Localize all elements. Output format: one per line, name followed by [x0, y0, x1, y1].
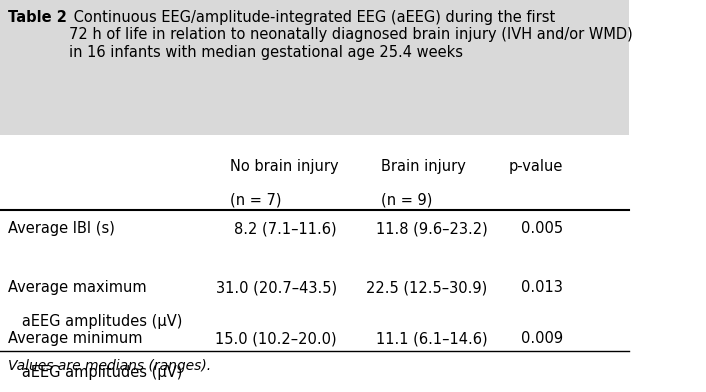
Text: (n = 7): (n = 7)	[229, 192, 281, 207]
Text: 0.005: 0.005	[521, 221, 563, 236]
Text: Average IBI (s): Average IBI (s)	[8, 221, 114, 236]
Text: (n = 9): (n = 9)	[381, 192, 432, 207]
Text: aEEG amplitudes (μV): aEEG amplitudes (μV)	[8, 314, 182, 328]
Text: 15.0 (10.2–20.0): 15.0 (10.2–20.0)	[215, 331, 337, 346]
Text: 0.009: 0.009	[521, 331, 563, 346]
Text: Continuous EEG/amplitude-integrated EEG (aEEG) during the first
72 h of life in : Continuous EEG/amplitude-integrated EEG …	[69, 10, 633, 60]
Text: 11.1 (6.1–14.6): 11.1 (6.1–14.6)	[376, 331, 488, 346]
Text: No brain injury: No brain injury	[229, 159, 338, 174]
Text: 31.0 (20.7–43.5): 31.0 (20.7–43.5)	[215, 280, 337, 295]
Text: p-value: p-value	[509, 159, 563, 174]
Text: Table 2: Table 2	[8, 10, 66, 25]
Text: Values are medians (ranges).: Values are medians (ranges).	[8, 359, 210, 373]
Text: Average maximum: Average maximum	[8, 280, 146, 295]
Text: 22.5 (12.5–30.9): 22.5 (12.5–30.9)	[366, 280, 488, 295]
Text: Average minimum: Average minimum	[8, 331, 142, 346]
FancyBboxPatch shape	[0, 0, 629, 135]
Text: aEEG amplitudes (μV): aEEG amplitudes (μV)	[8, 365, 182, 379]
Text: Brain injury: Brain injury	[381, 159, 465, 174]
Text: 0.013: 0.013	[521, 280, 563, 295]
Text: 8.2 (7.1–11.6): 8.2 (7.1–11.6)	[234, 221, 337, 236]
Text: 11.8 (9.6–23.2): 11.8 (9.6–23.2)	[376, 221, 488, 236]
